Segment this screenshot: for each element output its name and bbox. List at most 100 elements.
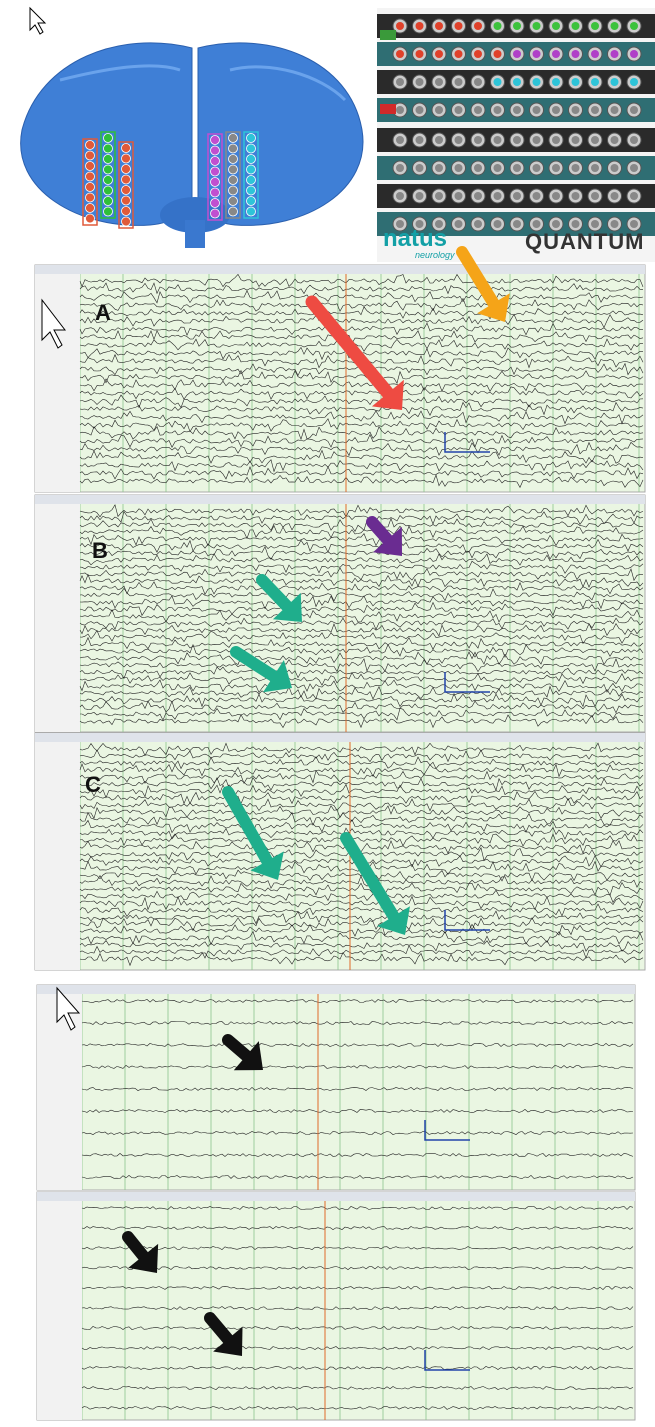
electrode xyxy=(211,157,220,166)
device-pin xyxy=(474,164,482,172)
device-pin xyxy=(435,192,443,200)
device-pin xyxy=(591,136,599,144)
device-pin xyxy=(513,50,521,58)
channel-labels xyxy=(37,1201,82,1420)
electrode xyxy=(122,186,131,195)
device-pin xyxy=(630,22,638,30)
device-pin xyxy=(611,164,619,172)
electrode xyxy=(247,207,256,216)
device-pin xyxy=(494,220,502,228)
device-pin xyxy=(591,192,599,200)
device-pin xyxy=(494,106,502,114)
device-pin xyxy=(611,50,619,58)
brand: natus xyxy=(383,225,447,252)
electrode xyxy=(229,155,238,164)
channel-labels xyxy=(37,994,82,1190)
device-pin xyxy=(552,164,560,172)
device-pin xyxy=(552,78,560,86)
electrode xyxy=(229,165,238,174)
device-pin xyxy=(552,50,560,58)
brain-illustration xyxy=(21,43,363,248)
device-pin xyxy=(474,192,482,200)
device-pin xyxy=(572,106,580,114)
eeg-background xyxy=(37,1192,635,1420)
device-pin xyxy=(611,106,619,114)
device-pin xyxy=(611,192,619,200)
device-pin xyxy=(533,78,541,86)
channel-labels xyxy=(35,742,80,970)
device-pin xyxy=(494,136,502,144)
device-pin xyxy=(396,22,404,30)
device-pin xyxy=(416,106,424,114)
device-pin xyxy=(416,78,424,86)
figure: natus neurology QUANTUM A B C xyxy=(0,0,655,1427)
device-pin xyxy=(591,50,599,58)
eeg-toolbar xyxy=(35,495,645,504)
device-pin xyxy=(552,106,560,114)
device-tag xyxy=(380,30,396,40)
model: QUANTUM xyxy=(525,229,644,254)
electrode xyxy=(211,167,220,176)
device-pin xyxy=(591,106,599,114)
device-pin xyxy=(513,192,521,200)
electrode xyxy=(122,217,131,226)
eeg-toolbar xyxy=(35,265,645,274)
device-pin xyxy=(494,164,502,172)
device-pin xyxy=(630,164,638,172)
device-pin xyxy=(513,220,521,228)
electrode xyxy=(247,165,256,174)
device-pin xyxy=(494,192,502,200)
electrode xyxy=(104,186,113,195)
electrode xyxy=(247,144,256,153)
electrode xyxy=(86,193,95,202)
electrode xyxy=(211,188,220,197)
electrode xyxy=(86,162,95,171)
electrode xyxy=(247,176,256,185)
electrode xyxy=(211,136,220,145)
page: natus neurology QUANTUM A B C (() => { c… xyxy=(0,0,655,1427)
device-pin xyxy=(435,164,443,172)
device-pin xyxy=(572,164,580,172)
electrode xyxy=(122,144,131,153)
device-pin xyxy=(416,50,424,58)
device-pin xyxy=(513,164,521,172)
cursor xyxy=(30,8,45,34)
electrode xyxy=(104,134,113,143)
brain-stem xyxy=(185,220,205,248)
panel-label: A xyxy=(95,300,111,325)
device-pin xyxy=(591,22,599,30)
electrode xyxy=(247,197,256,206)
device-pin xyxy=(611,220,619,228)
eeg-toolbar xyxy=(37,1192,635,1201)
device-pin xyxy=(435,50,443,58)
device-pin xyxy=(435,22,443,30)
device-pin xyxy=(494,50,502,58)
device-pin xyxy=(435,106,443,114)
electrode xyxy=(122,154,131,163)
device-pin xyxy=(552,192,560,200)
device-pin xyxy=(396,78,404,86)
device-pin xyxy=(455,50,463,58)
eeg-background xyxy=(37,985,635,1190)
device-pin xyxy=(396,192,404,200)
electrode xyxy=(229,176,238,185)
electrode xyxy=(229,134,238,143)
device-pin xyxy=(572,78,580,86)
device-pin xyxy=(630,220,638,228)
device-pin xyxy=(474,22,482,30)
device-pin xyxy=(513,78,521,86)
device-pin xyxy=(396,106,404,114)
electrode xyxy=(86,214,95,223)
device-pin xyxy=(474,136,482,144)
device-pin xyxy=(455,192,463,200)
device-pin xyxy=(474,106,482,114)
device-pin xyxy=(435,78,443,86)
device-pin xyxy=(416,192,424,200)
electrode xyxy=(229,186,238,195)
device-pin xyxy=(630,136,638,144)
electrode xyxy=(211,146,220,155)
electrode xyxy=(104,144,113,153)
electrode xyxy=(211,178,220,187)
eeg-toolbar xyxy=(37,985,635,994)
electrode xyxy=(104,207,113,216)
